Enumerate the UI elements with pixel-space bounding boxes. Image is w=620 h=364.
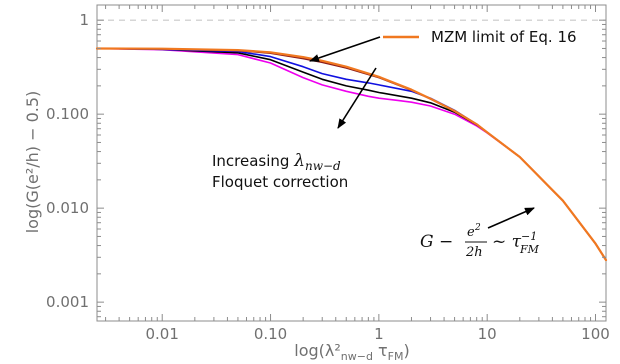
x-tick-label: 0.10 <box>254 325 287 343</box>
svg-text:2: 2 <box>474 223 481 233</box>
axis-ticks: 0.01 0.10 1 10 100 0.001 0.010 0.100 1 <box>46 5 610 343</box>
svg-text:log(G(e²/h) − 0.5): log(G(e²/h) − 0.5) <box>23 91 42 234</box>
arrow-scaling <box>487 207 535 229</box>
legend: MZM limit of Eq. 16 <box>383 28 577 46</box>
annotation-increasing: Increasing λnw−d Floquet correction <box>212 151 348 191</box>
y-tick-label: 1 <box>79 11 89 29</box>
series-line-3 <box>96 47 607 261</box>
legend-label: MZM limit of Eq. 16 <box>431 28 577 46</box>
svg-text:e: e <box>467 225 475 240</box>
y-tick-label: 0.001 <box>46 293 89 311</box>
svg-text:−1: −1 <box>521 230 537 243</box>
series-layer <box>95 47 608 262</box>
x-tick-label: 100 <box>581 325 610 343</box>
svg-text:FM: FM <box>519 243 540 256</box>
x-tick-label: 0.01 <box>146 325 179 343</box>
x-axis-title: log(λ²nw−d τFM) <box>294 341 409 363</box>
x-tick-label: 10 <box>478 325 497 343</box>
svg-text:Increasing λnw−d: Increasing λnw−d <box>212 151 341 173</box>
y-axis-title: log(G(e²/h) − 0.5) <box>23 91 42 234</box>
series-line-5 <box>95 47 608 262</box>
svg-text:G −: G − <box>420 232 453 252</box>
arrow-increasing <box>337 67 377 129</box>
arrow-to-mzm <box>309 36 381 62</box>
plot-frame <box>96 4 607 322</box>
svg-text:Floquet correction: Floquet correction <box>212 173 348 191</box>
x-tick-label: 1 <box>374 325 384 343</box>
svg-text:~ τ: ~ τ <box>492 232 522 252</box>
y-tick-label: 0.100 <box>46 105 89 123</box>
annotation-scaling: G − e 2 2h ~ τ FM −1 <box>420 223 540 260</box>
y-tick-label: 0.010 <box>46 199 89 217</box>
svg-text:2h: 2h <box>465 245 483 260</box>
